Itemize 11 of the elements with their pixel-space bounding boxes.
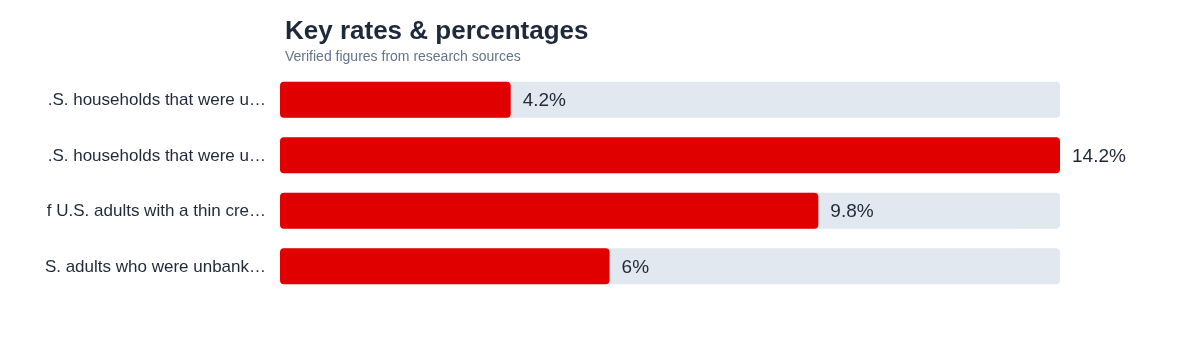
y-tick-label: S. adults who were unbank… xyxy=(44,256,266,276)
data-label: 4.2% xyxy=(522,89,567,111)
chart-subtitle: Verified figures from research sources xyxy=(285,48,521,64)
data-label: 6% xyxy=(621,255,650,277)
y-tick-label: .S. households that were u… xyxy=(47,90,266,110)
bar xyxy=(280,81,511,118)
y-tick-label: f U.S. adults with a thin cre… xyxy=(46,201,266,221)
y-tick-label: .S. households that were u… xyxy=(47,145,266,165)
data-label: 14.2% xyxy=(1072,144,1126,166)
chart-title: Key rates & percentages xyxy=(285,15,589,45)
data-label: 9.8% xyxy=(830,200,874,222)
